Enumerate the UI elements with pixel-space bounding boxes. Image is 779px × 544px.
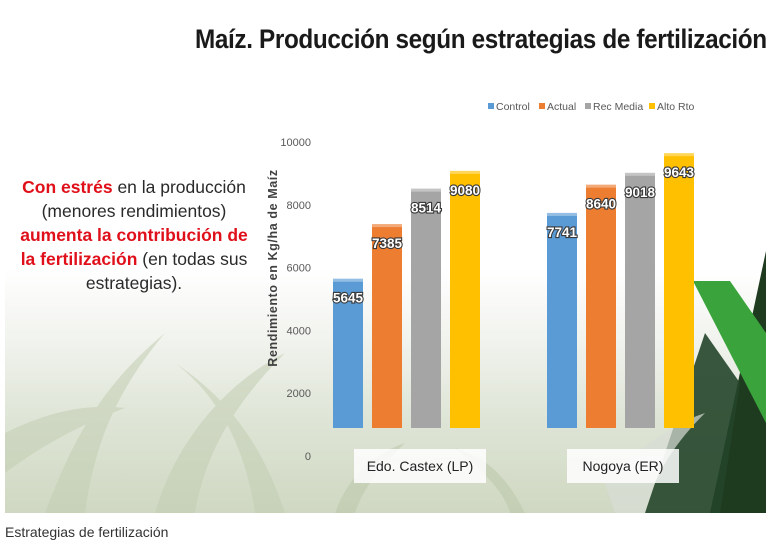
category-label-box [567, 449, 679, 483]
category-label-box [354, 449, 486, 483]
x-category-label: Edo. Castex (LP) [367, 458, 474, 474]
note-line1-bold: Con estrés [22, 177, 113, 197]
legend-swatch [488, 103, 494, 109]
y-tick-label: 4000 [287, 325, 311, 337]
note-line1-rest: en la producción [112, 177, 246, 197]
bar [411, 188, 441, 428]
legend-label: Alto Rto [657, 101, 695, 113]
data-label: 9643 [664, 165, 695, 180]
note-line2: (menores rendimientos) [41, 201, 227, 221]
bar-top-highlight [586, 184, 616, 188]
note-line5: estrategias). [85, 273, 183, 293]
bar-top-highlight [664, 153, 694, 157]
note-line4-bold: la fertilización [20, 249, 138, 269]
bar-top-highlight [372, 224, 402, 228]
legend-swatch [649, 103, 655, 109]
x-category-label: Nogoya (ER) [583, 458, 664, 474]
bar-top-highlight [625, 172, 655, 176]
data-label: 9018 [625, 185, 656, 200]
data-label: 8514 [411, 201, 442, 216]
y-tick-label: 2000 [287, 388, 311, 400]
legend-swatch [539, 103, 545, 109]
note-line4-rest: (en todas sus [137, 249, 248, 269]
image-caption: Estrategias de fertilización [5, 524, 169, 540]
y-tick-label: 10000 [280, 137, 311, 149]
bar [625, 172, 655, 428]
bar-top-highlight [411, 188, 441, 192]
bar-top-highlight [333, 278, 363, 282]
bar-chart: 0 2000 4000 6000 8000 10000 Rendimiento en Kg/… [266, 101, 696, 483]
bar [372, 224, 402, 428]
data-label: 9080 [450, 183, 480, 198]
corner-green-stripe [693, 281, 766, 423]
bar [450, 170, 480, 428]
data-label: 7741 [547, 225, 578, 240]
y-tick-label: 0 [305, 451, 311, 463]
bar [333, 278, 363, 428]
data-label: 5645 [333, 291, 364, 306]
legend-label: Rec Media [593, 101, 643, 113]
legend-label: Control [496, 101, 530, 113]
bar-top-highlight [450, 170, 480, 174]
y-axis-label: Rendimiento en Kg/ha de Maíz [266, 169, 280, 366]
y-tick-label: 6000 [287, 263, 311, 275]
bar-top-highlight [547, 212, 577, 216]
bar [664, 153, 694, 429]
data-label: 7385 [372, 236, 403, 251]
callout-text: Con estrés en la producción (menores ren… [9, 175, 259, 295]
slide: Maíz. Producción según estrategias de fe… [5, 3, 766, 513]
legend-label: Actual [547, 101, 576, 113]
legend-swatch [585, 103, 591, 109]
bar [547, 212, 577, 428]
data-label: 8640 [586, 197, 616, 212]
slide-title: Maíz. Producción según estrategias de fe… [195, 24, 766, 54]
note-line3-bold: aumenta la contribución de [20, 225, 248, 245]
y-tick-label: 8000 [287, 200, 311, 212]
bar [586, 184, 616, 428]
